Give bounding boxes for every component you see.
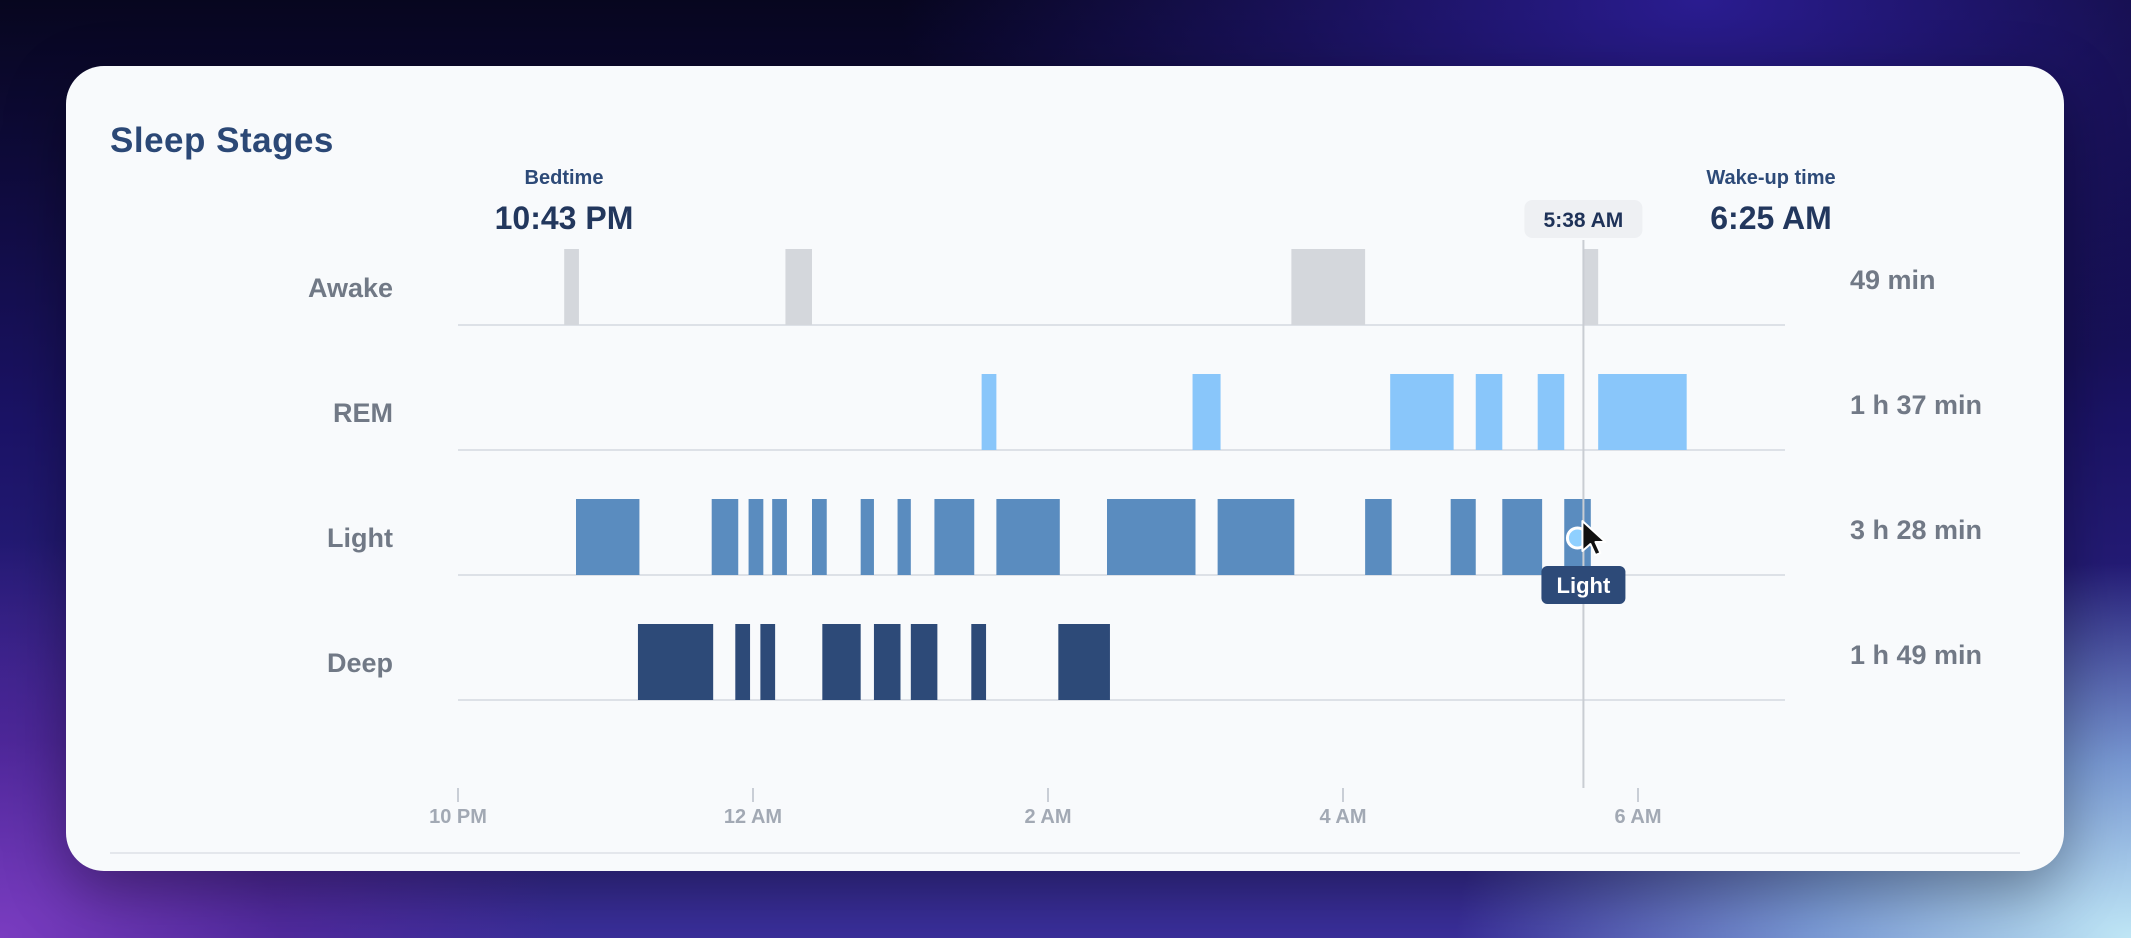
awake-bar-4[interactable] (1583, 249, 1599, 325)
cursor-time-pill: 5:38 AM (1524, 200, 1643, 238)
deep-bar-1[interactable] (637, 624, 714, 700)
x-tick-label: 6 AM (1614, 806, 1661, 828)
x-axis: 10 PM 12 AM 2 AM 4 AM 6 AM (429, 788, 1662, 828)
deep-bar-3[interactable] (760, 624, 776, 700)
row-label-rem: REM (333, 398, 393, 428)
light-bar-3[interactable] (748, 499, 764, 575)
mouse-pointer-icon (1581, 520, 1607, 556)
light-bar-9[interactable] (996, 499, 1060, 575)
wake-label: Wake-up time (1706, 167, 1835, 189)
light-bar-6[interactable] (860, 499, 874, 575)
hover-tooltip: Light (1541, 566, 1626, 604)
light-bar-4[interactable] (772, 499, 787, 575)
light-bar-2[interactable] (711, 499, 739, 575)
bedtime-label: Bedtime (525, 167, 604, 189)
light-bar-13[interactable] (1450, 499, 1476, 575)
deep-bar-7[interactable] (971, 624, 987, 700)
rem-bar-3[interactable] (1390, 374, 1454, 450)
light-bar-11[interactable] (1217, 499, 1295, 575)
deep-bar-4[interactable] (822, 624, 861, 700)
light-bar-7[interactable] (897, 499, 911, 575)
duration-awake: 49 min (1850, 265, 1936, 295)
x-tick-label: 10 PM (429, 806, 487, 828)
x-tick-label: 2 AM (1024, 806, 1071, 828)
row-label-light: Light (327, 523, 393, 553)
stage-bars (564, 249, 1687, 700)
awake-bar-2[interactable] (785, 249, 812, 325)
deep-bar-5[interactable] (873, 624, 901, 700)
light-bar-12[interactable] (1365, 499, 1392, 575)
duration-deep: 1 h 49 min (1850, 640, 1982, 670)
cursor-time-label: 5:38 AM (1544, 209, 1624, 232)
light-bar-10[interactable] (1107, 499, 1196, 575)
light-bar-5[interactable] (812, 499, 827, 575)
rem-bar-5[interactable] (1537, 374, 1565, 450)
rem-bar-6[interactable] (1598, 374, 1687, 450)
row-label-awake: Awake (308, 273, 393, 303)
light-bar-1[interactable] (576, 499, 640, 575)
duration-light: 3 h 28 min (1850, 515, 1982, 545)
awake-bar-1[interactable] (564, 249, 579, 325)
card-title: Sleep Stages (110, 121, 334, 160)
rem-bar-2[interactable] (1192, 374, 1221, 450)
deep-bar-8[interactable] (1058, 624, 1110, 700)
deep-bar-2[interactable] (735, 624, 751, 700)
rem-bar-1[interactable] (981, 374, 997, 450)
light-bar-14[interactable] (1502, 499, 1543, 575)
deep-bar-6[interactable] (910, 624, 938, 700)
wake-time: 6:25 AM (1710, 200, 1832, 236)
light-bar-8[interactable] (934, 499, 975, 575)
awake-bar-3[interactable] (1291, 249, 1366, 325)
row-label-deep: Deep (327, 648, 393, 678)
sleep-stages-card: Sleep Stages Bedtime 10:43 PM Wake-up ti… (66, 66, 2064, 871)
tooltip-label: Light (1557, 573, 1611, 598)
stage-labels: Awake 49 min REM 1 h 37 min Light 3 h 28 min D… (308, 265, 1982, 678)
rem-bar-4[interactable] (1475, 374, 1503, 450)
bedtime-time: 10:43 PM (495, 200, 634, 236)
duration-rem: 1 h 37 min (1850, 390, 1982, 420)
x-tick-label: 4 AM (1319, 806, 1366, 828)
sleep-stages-chart: Sleep Stages Bedtime 10:43 PM Wake-up ti… (110, 121, 2020, 854)
x-tick-label: 12 AM (724, 806, 782, 828)
